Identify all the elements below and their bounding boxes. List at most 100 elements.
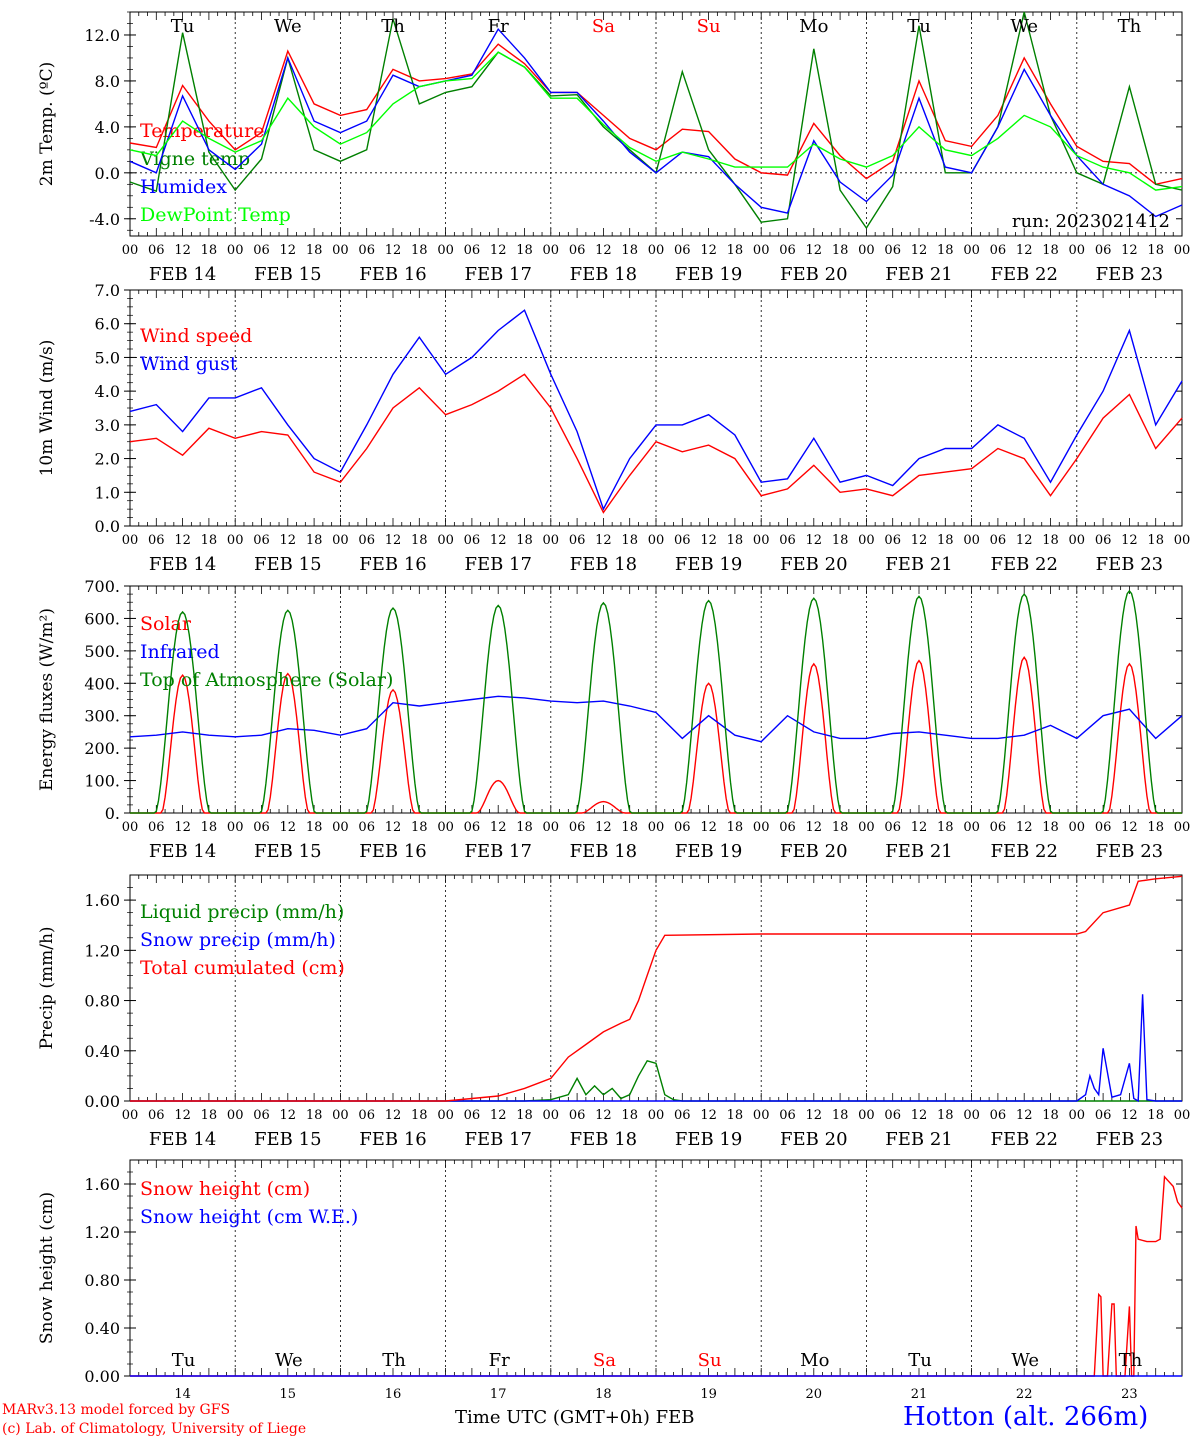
day-name: Tu <box>171 16 195 37</box>
y-tick-label: 0. <box>105 804 120 823</box>
y-tick-label: 200. <box>84 739 120 758</box>
day-name: Su <box>697 16 721 37</box>
hour-tick-label: 12 <box>806 243 823 258</box>
day-name: Th <box>1118 16 1142 37</box>
hour-tick-label: 06 <box>358 820 375 835</box>
hour-tick-label: 18 <box>201 243 218 258</box>
hour-tick-label: 18 <box>832 820 849 835</box>
date-label: FEB 20 <box>780 841 847 862</box>
day-name: Su <box>698 1350 722 1371</box>
date-label: FEB 18 <box>570 554 637 575</box>
hour-tick-label: 06 <box>569 1108 586 1123</box>
hour-tick-label: 00 <box>332 243 349 258</box>
hour-tick-label: 12 <box>1121 820 1138 835</box>
hour-tick-label: 00 <box>227 243 244 258</box>
panel-frame <box>129 585 1183 814</box>
hour-tick-label: 12 <box>385 1108 402 1123</box>
hour-tick-label: 12 <box>806 533 823 548</box>
hour-tick-label: 12 <box>1121 243 1138 258</box>
hour-tick-label: 00 <box>858 820 875 835</box>
date-label: FEB 17 <box>464 841 531 862</box>
y-tick-label: 6.0 <box>95 315 120 334</box>
hour-tick-label: 06 <box>148 1108 165 1123</box>
hour-tick-label: 06 <box>1095 820 1112 835</box>
hour-tick-label: 18 <box>411 1108 428 1123</box>
panel-4: 0.00 0.40 0.80 1.20 1.60 Precip (mm/h) 00 06 12 1… <box>37 874 1190 1150</box>
hour-tick-label: 06 <box>884 820 901 835</box>
hour-tick-label: 12 <box>174 243 191 258</box>
series-line-liquid-precip-mm-h- <box>130 1059 1182 1102</box>
hour-tick-label: 12 <box>280 243 297 258</box>
series-line-temperature <box>129 43 1183 186</box>
hour-tick-label: 12 <box>1016 533 1033 548</box>
y-tick-label: 0.00 <box>84 1092 120 1111</box>
hour-tick-label: 00 <box>858 243 875 258</box>
hour-tick-label: 12 <box>595 533 612 548</box>
date-label: FEB 15 <box>254 264 321 285</box>
y-tick-label: 4.0 <box>95 382 120 401</box>
hour-tick-label: 00 <box>437 820 454 835</box>
y-tick-label: -4.0 <box>89 210 120 229</box>
hour-tick-label: 12 <box>595 1108 612 1123</box>
date-label: FEB 18 <box>570 1129 637 1150</box>
hour-tick-label: 18 <box>621 820 638 835</box>
hour-tick-label: 00 <box>1174 243 1191 258</box>
hour-tick-label: 12 <box>280 820 297 835</box>
y-axis-label: Precip (mm/h) <box>37 926 57 1049</box>
date-label: FEB 19 <box>675 1129 742 1150</box>
series-line-snow-precip-mm-h- <box>130 994 1182 1103</box>
hour-tick-label: 00 <box>1069 820 1086 835</box>
y-tick-label: 4.0 <box>95 118 120 137</box>
hour-tick-label: 06 <box>464 1108 481 1123</box>
hour-tick-label: 00 <box>437 1108 454 1123</box>
hour-tick-label: 00 <box>753 533 770 548</box>
hour-tick-label: 12 <box>1016 1108 1033 1123</box>
y-tick-label: 5.0 <box>95 348 120 367</box>
hour-tick-label: 12 <box>174 1108 191 1123</box>
hour-tick-label: 06 <box>990 243 1007 258</box>
hour-tick-label: 18 <box>1042 243 1059 258</box>
hour-tick-label: 00 <box>122 533 139 548</box>
hour-tick-label: 18 <box>621 533 638 548</box>
date-label: FEB 14 <box>149 841 216 862</box>
day-number: 21 <box>911 1387 928 1402</box>
day-number: 18 <box>595 1387 612 1402</box>
hour-tick-label: 06 <box>569 820 586 835</box>
legend-humidex: Humidex <box>140 176 227 198</box>
date-label: FEB 15 <box>254 1129 321 1150</box>
date-label: FEB 15 <box>254 841 321 862</box>
hour-tick-label: 06 <box>990 820 1007 835</box>
hour-tick-label: 06 <box>674 820 691 835</box>
date-label: FEB 14 <box>149 554 216 575</box>
y-tick-label: 0.40 <box>84 1319 120 1338</box>
day-name: We <box>275 1350 303 1371</box>
hour-tick-label: 18 <box>201 820 218 835</box>
model-credit: MARv3.13 model forced by GFS <box>2 1402 231 1418</box>
hour-tick-label: 06 <box>464 533 481 548</box>
legend-liquid-precip-mm-h-: Liquid precip (mm/h) <box>140 901 344 923</box>
day-number: 19 <box>700 1387 717 1402</box>
hour-tick-label: 00 <box>332 820 349 835</box>
date-label: FEB 16 <box>359 264 426 285</box>
hour-tick-label: 06 <box>884 243 901 258</box>
hour-tick-label: 18 <box>832 533 849 548</box>
day-name: Mo <box>799 16 828 37</box>
hour-tick-label: 00 <box>963 243 980 258</box>
hour-tick-label: 00 <box>858 533 875 548</box>
day-name: Sa <box>592 16 615 37</box>
y-tick-label: 1.20 <box>84 1223 120 1242</box>
date-label: FEB 21 <box>885 264 952 285</box>
lab-credit: (c) Lab. of Climatology, University of L… <box>2 1421 307 1437</box>
y-tick-label: 600. <box>84 609 120 628</box>
hour-tick-label: 12 <box>1121 1108 1138 1123</box>
series-line-infrared <box>129 695 1183 743</box>
hour-tick-label: 18 <box>832 243 849 258</box>
legend-snow-height-cm-: Snow height (cm) <box>140 1178 310 1200</box>
hour-tick-label: 00 <box>648 533 665 548</box>
hour-tick-label: 12 <box>1016 820 1033 835</box>
hour-tick-label: 18 <box>1042 533 1059 548</box>
day-number: 14 <box>174 1387 191 1402</box>
date-label: FEB 19 <box>675 554 742 575</box>
panel-2: 0.0 1.0 2.0 3.0 4.0 5.0 6.0 7.0 10m Wind (m/s) 00… <box>37 281 1190 575</box>
